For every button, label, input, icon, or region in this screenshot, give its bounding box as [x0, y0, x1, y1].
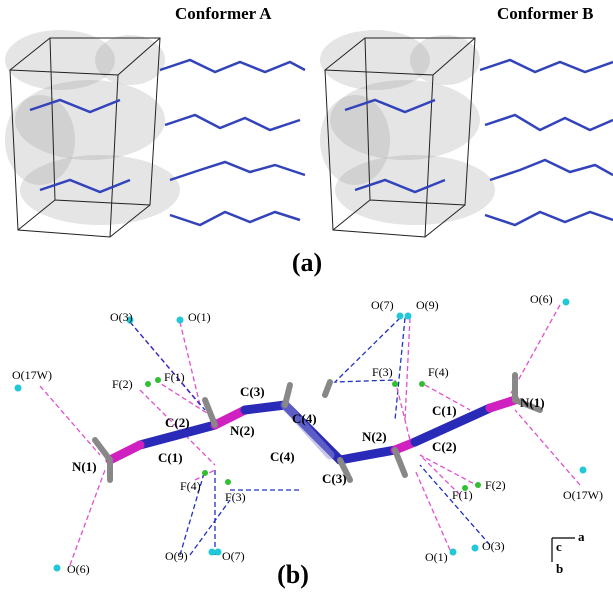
- panel-caption: (a): [292, 248, 322, 277]
- conformer-label: Conformer A: [175, 4, 272, 23]
- atom-label: O(1): [188, 310, 211, 324]
- atom-label: C(3): [322, 471, 347, 486]
- atom-label: C(4): [270, 449, 295, 464]
- atom-label: N(2): [230, 423, 255, 438]
- atom-label: F(1): [452, 488, 473, 502]
- atom-label: O(17W): [12, 368, 52, 382]
- atom-label: O(17W): [563, 488, 603, 502]
- atom-label: F(2): [112, 377, 133, 391]
- atom-label: O(6): [530, 292, 553, 306]
- atom-label: O(9): [165, 549, 188, 563]
- axis-label: a: [578, 529, 585, 544]
- panel-caption: (b): [277, 560, 309, 589]
- atom-label: F(3): [372, 365, 393, 379]
- atom-label: F(3): [225, 490, 246, 504]
- crystal-b: [320, 30, 495, 225]
- atom-label: O(7): [371, 298, 394, 312]
- atom-label: N(1): [72, 459, 97, 474]
- atom-label: O(1): [425, 550, 448, 564]
- atom-label: O(3): [482, 539, 505, 553]
- atom-label: O(7): [222, 549, 245, 563]
- atom-label: C(2): [432, 439, 457, 454]
- figure: Conformer A Conformer B (a) (b) O(3) O(1) O(17…: [0, 0, 613, 592]
- atom-label: C(4): [292, 411, 317, 426]
- atoms-o: [15, 299, 587, 572]
- atom-label: N(1): [520, 395, 545, 410]
- panel-b-molecule: [15, 299, 587, 572]
- atom-label: O(6): [67, 562, 90, 576]
- atom-label: C(1): [158, 450, 183, 465]
- atom-label: C(3): [240, 384, 265, 399]
- atom-label: N(2): [362, 429, 387, 444]
- atom-label: F(4): [180, 479, 201, 493]
- panel-a: [5, 30, 613, 237]
- atom-label: F(1): [164, 370, 185, 384]
- conformer-label: Conformer B: [497, 4, 593, 23]
- atom-label: F(2): [485, 478, 506, 492]
- axis-label: b: [556, 561, 563, 576]
- atom-label: O(3): [110, 310, 133, 324]
- atom-label: C(1): [432, 403, 457, 418]
- atom-label: F(4): [428, 365, 449, 379]
- atom-label: O(9): [416, 298, 439, 312]
- axis-label: c: [556, 539, 562, 554]
- atom-label: C(2): [165, 415, 190, 430]
- crystal-a: [5, 30, 180, 225]
